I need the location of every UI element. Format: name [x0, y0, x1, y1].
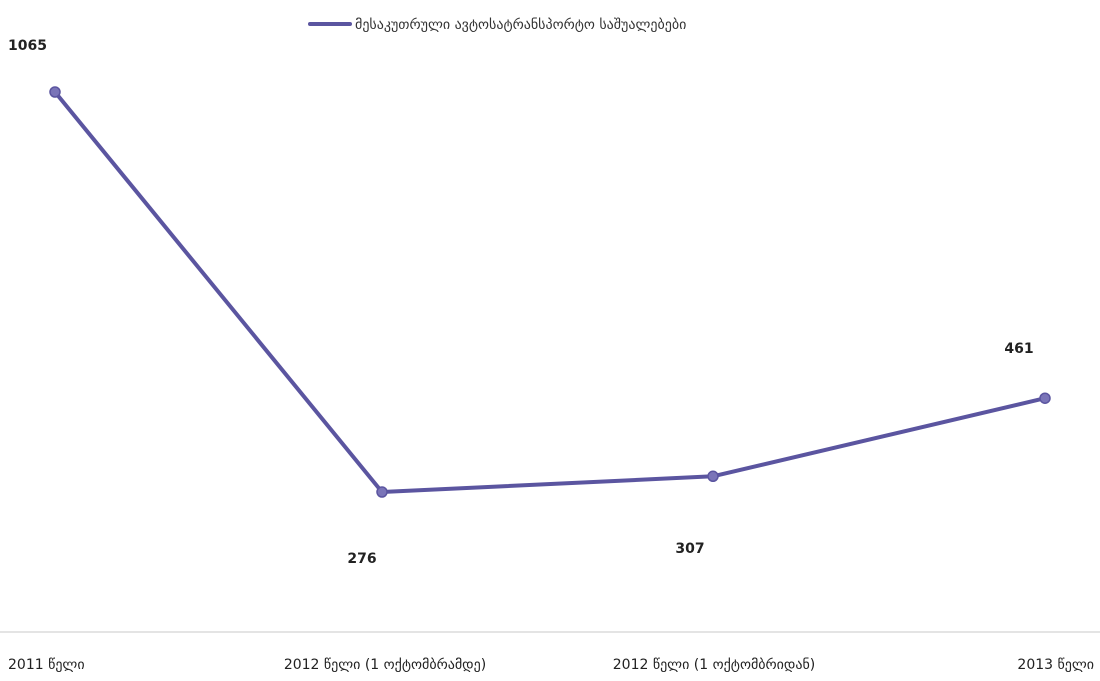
x-tick-label-0: 2011 წელი	[8, 657, 85, 673]
x-tick-label-3: 2013 წელი	[1017, 657, 1094, 673]
legend: მესაკუთრული ავტოსატრანსპორტო საშუალებები	[308, 16, 686, 33]
x-tick-label-1: 2012 წელი (1 ოქტომბრამდე)	[284, 656, 486, 673]
series-line	[53, 90, 1046, 494]
data-label-1: 276	[347, 551, 376, 567]
legend-series-name: მესაკუთრული ავტოსატრანსპორტო საშუალებები	[355, 16, 686, 33]
data-point-2	[707, 470, 719, 483]
x-tick-label-2: 2012 წელი (1 ოქტომბრიდან)	[613, 656, 816, 673]
plot-area	[49, 86, 1051, 498]
data-point-3	[1039, 392, 1051, 404]
data-label-3: 461	[1004, 341, 1033, 357]
data-point-0	[49, 86, 61, 98]
data-label-0: 1065	[8, 38, 47, 54]
data-label-2: 307	[675, 541, 704, 557]
x-axis-tick-labels: 2011 წელი 2012 წელი (1 ოქტომბრამდე) 2012 წ…	[8, 656, 1094, 673]
data-labels: 1065 276 307 461	[8, 38, 1034, 567]
data-point-1	[376, 486, 388, 498]
